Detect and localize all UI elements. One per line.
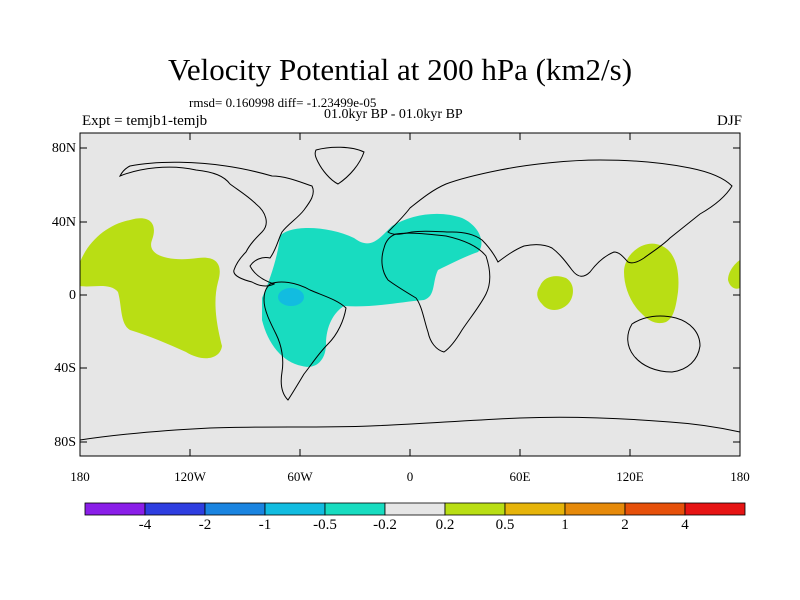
colorbar-label: 2 <box>621 517 629 533</box>
lon-tick-label: 120W <box>174 469 206 484</box>
colorbar-swatch <box>264 502 326 516</box>
coast-greenland <box>314 146 365 185</box>
stats-label: rmsd= 0.160998 diff= -1.23499e-05 <box>189 95 377 110</box>
colorbar-swatch <box>324 502 386 516</box>
coast-eurasia <box>387 159 733 277</box>
colorbar-swatch <box>564 502 626 516</box>
colorbar-label: -2 <box>198 517 212 533</box>
positive-region-indian-ocean <box>537 276 573 310</box>
lon-tick-label: 60E <box>509 469 531 484</box>
lon-tick-label: 120E <box>616 469 644 484</box>
lat-tick-label: 80S <box>54 435 76 450</box>
lat-tick-label: 40N <box>51 215 76 230</box>
lon-tick-label: 0 <box>406 469 414 484</box>
lat-tick-label: 40S <box>54 361 76 376</box>
coast-south-america <box>263 281 347 401</box>
colorbar-label: 0.5 <box>495 517 515 533</box>
negative-region-atlantic <box>262 213 482 367</box>
colorbar-swatch <box>144 502 206 516</box>
positive-region-dateline <box>728 260 740 289</box>
experiment-label: Expt = temjb1-temjb <box>82 113 208 129</box>
colorbar-label: -0.2 <box>373 517 397 533</box>
lon-tick-label: 60W <box>287 469 313 484</box>
positive-region-maritime-continent <box>624 243 679 324</box>
colorbar-label: -0.5 <box>313 517 337 533</box>
colorbar-swatch <box>84 502 146 516</box>
colorbar-swatch <box>684 502 746 516</box>
coast-australia <box>627 315 701 373</box>
map-title: Velocity Potential at 200 hPa (km2/s) <box>167 52 633 87</box>
strong-negative-core <box>278 288 304 306</box>
coast-antarctica <box>79 416 741 441</box>
colorbar-swatch <box>624 502 686 516</box>
lon-tick-label: 180 <box>730 469 750 484</box>
axis-ticks <box>79 133 741 456</box>
colorbar-label: 0.2 <box>435 517 455 533</box>
colorbar-swatch <box>384 502 446 516</box>
coastlines <box>79 146 741 441</box>
lat-tick-label: 80N <box>51 141 76 156</box>
coast-north-america <box>118 161 314 287</box>
colorbar-label: -1 <box>258 517 272 533</box>
positive-region-pacific <box>80 218 222 359</box>
colorbar-label: -4 <box>138 517 152 533</box>
lat-tick-label: 0 <box>69 288 76 303</box>
colorbar <box>84 502 746 516</box>
period-label: 01.0kyr BP - 01.0kyr BP <box>324 107 463 122</box>
lon-tick-label: 180 <box>70 469 90 484</box>
season-label: DJF <box>716 113 742 129</box>
colorbar-swatch <box>204 502 266 516</box>
colorbar-swatch <box>444 502 506 516</box>
coast-africa <box>381 232 491 353</box>
colorbar-label: 1 <box>561 517 569 533</box>
colorbar-label: 4 <box>681 517 689 533</box>
colorbar-swatch <box>504 502 566 516</box>
